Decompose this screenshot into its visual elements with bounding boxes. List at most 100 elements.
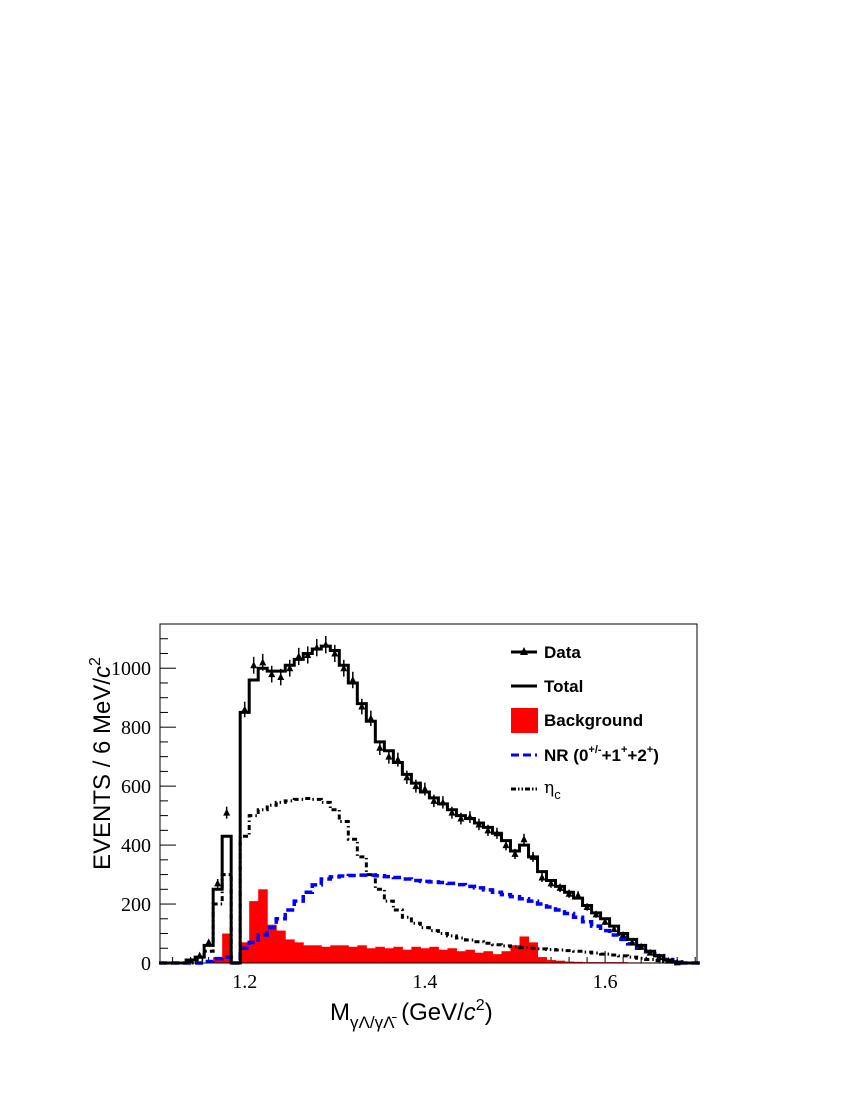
background-bar — [348, 946, 358, 963]
data-point — [475, 820, 483, 828]
legend-item-data: Data — [511, 643, 581, 662]
data-point — [331, 649, 339, 657]
data-point — [646, 948, 654, 956]
x-tick-label: 1.4 — [412, 971, 437, 993]
data-point — [466, 813, 474, 821]
background-bar — [276, 930, 286, 963]
background-bar — [564, 961, 575, 963]
data-point — [394, 755, 402, 763]
data-point — [223, 808, 231, 816]
y-axis-title: EVENTS / 6 MeV/c2 — [87, 657, 116, 870]
background-bar — [294, 942, 304, 963]
data-point — [421, 785, 429, 793]
legend-label-total: Total — [544, 677, 583, 696]
data-point — [511, 849, 519, 857]
legend-item-etac: ηc — [511, 778, 561, 802]
background-bar — [321, 946, 331, 963]
data-point — [412, 782, 420, 790]
background-bar — [474, 952, 484, 963]
background-bar — [537, 957, 548, 963]
background-bar — [555, 960, 566, 963]
background-bar — [411, 946, 421, 963]
data-point — [187, 956, 195, 964]
background-bar — [510, 945, 521, 963]
background-bar — [519, 936, 530, 963]
data-point — [547, 879, 555, 887]
background-bar — [384, 948, 394, 963]
data-point — [286, 664, 294, 672]
data-point — [340, 664, 348, 672]
background-bar — [402, 949, 412, 963]
background-bar — [573, 961, 584, 963]
data-point — [385, 752, 393, 760]
background-bar — [258, 889, 268, 963]
data-point — [277, 673, 285, 681]
data-point — [250, 661, 258, 669]
y-tick-label: 1000 — [111, 658, 151, 680]
data-point — [313, 643, 321, 651]
data-point — [304, 650, 312, 658]
data-point — [214, 879, 222, 887]
data-point — [295, 652, 303, 660]
background-bar — [546, 960, 557, 963]
background-bar — [429, 946, 439, 963]
data-point — [403, 773, 411, 781]
data-point — [493, 829, 501, 837]
background-bar — [420, 948, 430, 963]
y-tick-label: 200 — [121, 894, 151, 916]
etac-curve — [159, 797, 700, 965]
data-point — [457, 814, 465, 822]
data-point — [502, 841, 510, 849]
total-curve — [159, 644, 700, 965]
data-point — [628, 938, 636, 946]
data-point — [655, 953, 663, 961]
background-bar — [249, 901, 259, 963]
background-bar — [357, 945, 367, 963]
data-point — [538, 873, 546, 881]
legend: Data Total Background NR (0+/-+1++2+) ηc — [511, 643, 659, 802]
y-tick-label: 600 — [121, 776, 151, 798]
data-point — [619, 930, 627, 938]
legend-symbol-background — [511, 708, 538, 733]
y-tick-labels: 0 200 400 600 800 1000 — [111, 658, 151, 975]
x-axis-title: MγΛ/γΛ̄ (GeV/c2) — [330, 997, 493, 1032]
data-point — [367, 714, 375, 722]
data-point — [349, 676, 357, 684]
background-bar — [456, 951, 466, 963]
data-point — [196, 951, 204, 959]
y-tick-label: 400 — [121, 835, 151, 857]
data-point — [430, 796, 438, 804]
data-point — [448, 808, 456, 816]
legend-item-total: Total — [511, 677, 583, 696]
legend-triangle-icon — [520, 647, 528, 655]
x-tick-labels: 1.2 1.4 1.6 — [232, 971, 617, 993]
background-bar — [393, 946, 403, 963]
legend-label-background: Background — [544, 711, 643, 730]
data-point — [376, 743, 384, 751]
nr-curve — [159, 873, 700, 965]
background-bar — [375, 946, 385, 963]
background-bar — [465, 949, 475, 963]
background-bar — [447, 948, 457, 963]
data-point — [664, 956, 672, 964]
background-bar — [438, 949, 448, 963]
x-tick-label: 1.2 — [232, 971, 257, 993]
background-bar — [222, 933, 232, 963]
data-point — [268, 670, 276, 678]
background-bar — [366, 948, 376, 963]
x-tick-label: 1.6 — [593, 971, 618, 993]
data-point — [565, 889, 573, 897]
background-bar — [312, 945, 322, 963]
data-point — [241, 705, 249, 713]
legend-label-nr: NR (0+/-+1++2+) — [544, 744, 659, 765]
background-bar — [285, 939, 295, 963]
y-tick-label: 0 — [141, 953, 151, 975]
y-tick-label: 800 — [121, 717, 151, 739]
data-point — [439, 798, 447, 806]
background-bar — [240, 942, 250, 963]
data-point — [322, 640, 330, 648]
data-point — [592, 910, 600, 918]
background-bar — [339, 945, 349, 963]
background-bar — [483, 951, 493, 963]
